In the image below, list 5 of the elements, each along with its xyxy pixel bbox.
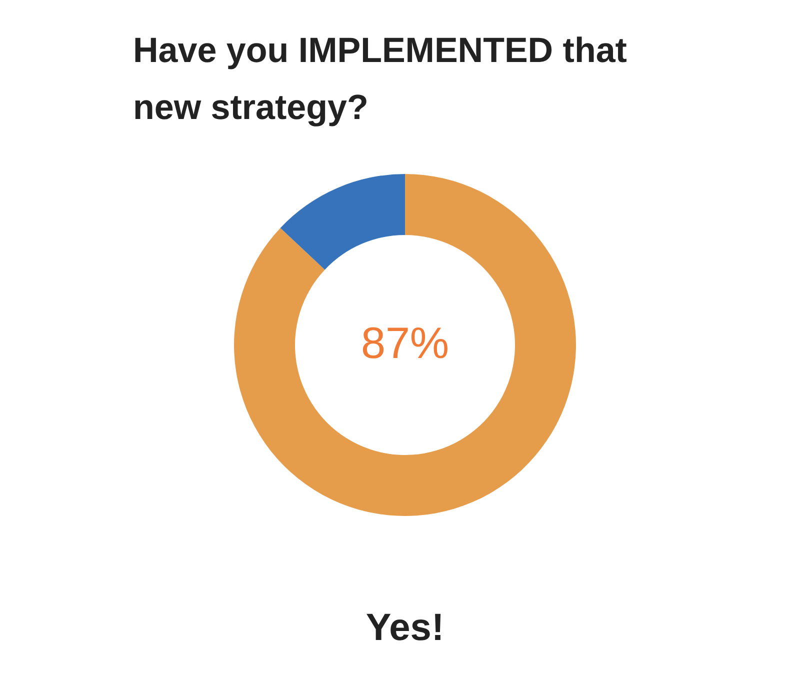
text: Yes! [366, 607, 444, 649]
data-label: 87% [360, 319, 450, 368]
donut-slice [280, 174, 405, 270]
donut-slice [234, 174, 576, 516]
chart-title: Have you IMPLEMENTED that new strategy? [133, 31, 628, 127]
